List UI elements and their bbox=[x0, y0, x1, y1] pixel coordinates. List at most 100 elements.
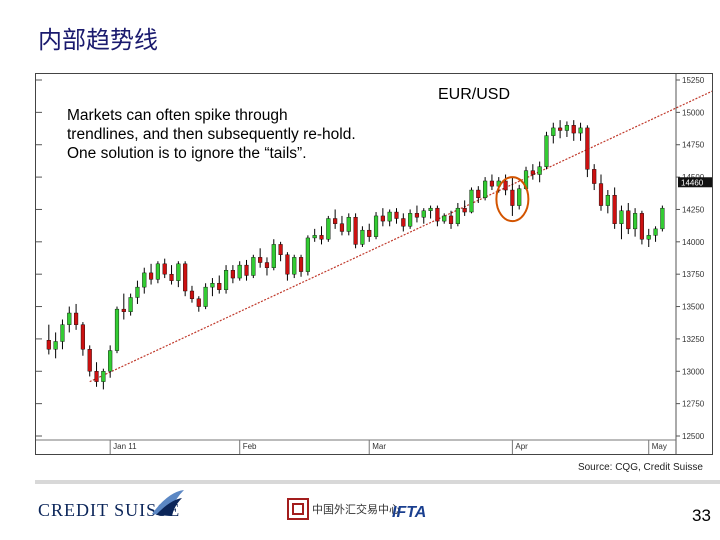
credit-suisse-logo-text: CREDIT SUISSE bbox=[38, 500, 181, 520]
candle-body bbox=[149, 272, 154, 280]
last-price-label: 14460 bbox=[681, 178, 704, 187]
annotation-text: Markets can often spike through trendlin… bbox=[67, 107, 356, 162]
candle-body bbox=[278, 244, 283, 255]
y-tick-label: 13000 bbox=[682, 367, 705, 376]
y-tick-label: 12750 bbox=[682, 400, 705, 409]
highlight-circle bbox=[495, 176, 530, 223]
candle-body bbox=[312, 235, 317, 239]
footer-divider bbox=[35, 480, 720, 484]
candle-body bbox=[128, 297, 133, 312]
candle-body bbox=[169, 273, 174, 281]
candle-body bbox=[517, 188, 522, 206]
candlestick-chart: 1525015000147501450014250140001375013500… bbox=[36, 74, 712, 454]
candle-body bbox=[380, 215, 385, 222]
candle-body bbox=[442, 215, 447, 222]
candle-body bbox=[367, 229, 372, 237]
sail-icon bbox=[152, 490, 184, 516]
candle-body bbox=[455, 207, 460, 224]
y-tick-label: 14000 bbox=[682, 238, 705, 247]
candle-body bbox=[285, 254, 290, 275]
y-tick-label: 14250 bbox=[682, 205, 705, 214]
candle-body bbox=[162, 263, 167, 275]
candle-body bbox=[483, 180, 488, 199]
candle-body bbox=[244, 264, 249, 276]
candle-body bbox=[121, 308, 126, 312]
candle-body bbox=[503, 180, 508, 191]
source-note: Source: CQG, Credit Suisse bbox=[577, 462, 703, 473]
candle-body bbox=[646, 235, 651, 240]
candle-body bbox=[46, 340, 51, 350]
candle-body bbox=[605, 195, 610, 206]
candle-body bbox=[428, 207, 433, 211]
candle-body bbox=[373, 215, 379, 237]
candle-body bbox=[176, 263, 181, 281]
candle-body bbox=[353, 217, 358, 245]
candle-body bbox=[101, 371, 106, 382]
candle-body bbox=[598, 183, 604, 206]
candle-body bbox=[394, 211, 399, 219]
trendline bbox=[89, 90, 712, 383]
candle-body bbox=[421, 210, 426, 218]
candle-body bbox=[94, 371, 99, 382]
candle-body bbox=[510, 189, 515, 206]
candle-body bbox=[578, 127, 583, 134]
credit-suisse-logo: CREDIT SUISSE bbox=[38, 500, 180, 521]
slide-title: 内部趋势线 bbox=[38, 26, 158, 54]
candle-body bbox=[305, 237, 310, 272]
candle-body bbox=[544, 135, 549, 167]
candle-body bbox=[564, 125, 569, 131]
candle-body bbox=[462, 207, 467, 213]
month-label: May bbox=[652, 442, 667, 451]
candle-body bbox=[558, 127, 563, 131]
month-label: Apr bbox=[515, 442, 528, 451]
candle-body bbox=[537, 166, 542, 175]
candle-body bbox=[223, 270, 229, 290]
candle-body bbox=[408, 213, 413, 227]
candle-body bbox=[217, 283, 222, 290]
cfa-emblem-icon bbox=[287, 498, 309, 520]
month-label: Mar bbox=[372, 442, 386, 451]
candle-body bbox=[530, 170, 535, 175]
candle-body bbox=[333, 218, 338, 224]
month-label: Feb bbox=[243, 442, 257, 451]
candle-body bbox=[135, 286, 140, 298]
candle-body bbox=[258, 257, 263, 263]
candle-body bbox=[60, 324, 65, 342]
candle-body bbox=[653, 228, 658, 236]
candle-body bbox=[183, 263, 188, 292]
candle-body bbox=[660, 207, 665, 230]
candle-body bbox=[339, 223, 345, 232]
candle-body bbox=[67, 312, 72, 325]
candle-body bbox=[292, 257, 297, 275]
candle-body bbox=[448, 215, 454, 224]
candle-body bbox=[114, 308, 120, 351]
candle-body bbox=[319, 235, 324, 240]
candle-body bbox=[619, 210, 624, 224]
candle-body bbox=[230, 270, 235, 279]
candle-body bbox=[585, 127, 590, 170]
y-tick-label: 14750 bbox=[682, 141, 705, 150]
chart-frame: 1525015000147501450014250140001375013500… bbox=[35, 73, 713, 455]
candle-body bbox=[571, 125, 576, 134]
page-number: 33 bbox=[692, 506, 711, 525]
candle-body bbox=[469, 189, 474, 213]
candle-body bbox=[87, 349, 92, 372]
candle-body bbox=[155, 263, 160, 280]
y-tick-label: 13750 bbox=[682, 270, 705, 279]
ifta-logo: IFTA bbox=[392, 504, 427, 521]
candle-body bbox=[298, 257, 304, 272]
candle-body bbox=[401, 218, 406, 227]
candle-body bbox=[633, 213, 638, 230]
candle-body bbox=[476, 189, 481, 199]
candle-body bbox=[196, 298, 201, 307]
candle-body bbox=[489, 180, 495, 187]
candle-body bbox=[592, 169, 597, 184]
candle-body bbox=[326, 218, 331, 240]
candle-body bbox=[271, 244, 276, 268]
candle-body bbox=[551, 127, 556, 136]
candle-body bbox=[142, 272, 147, 288]
candle-body bbox=[108, 350, 113, 372]
candle-body bbox=[264, 262, 270, 268]
cfa-logo-text: 中国外汇交易中心 bbox=[312, 503, 400, 516]
candle-body bbox=[612, 195, 617, 224]
